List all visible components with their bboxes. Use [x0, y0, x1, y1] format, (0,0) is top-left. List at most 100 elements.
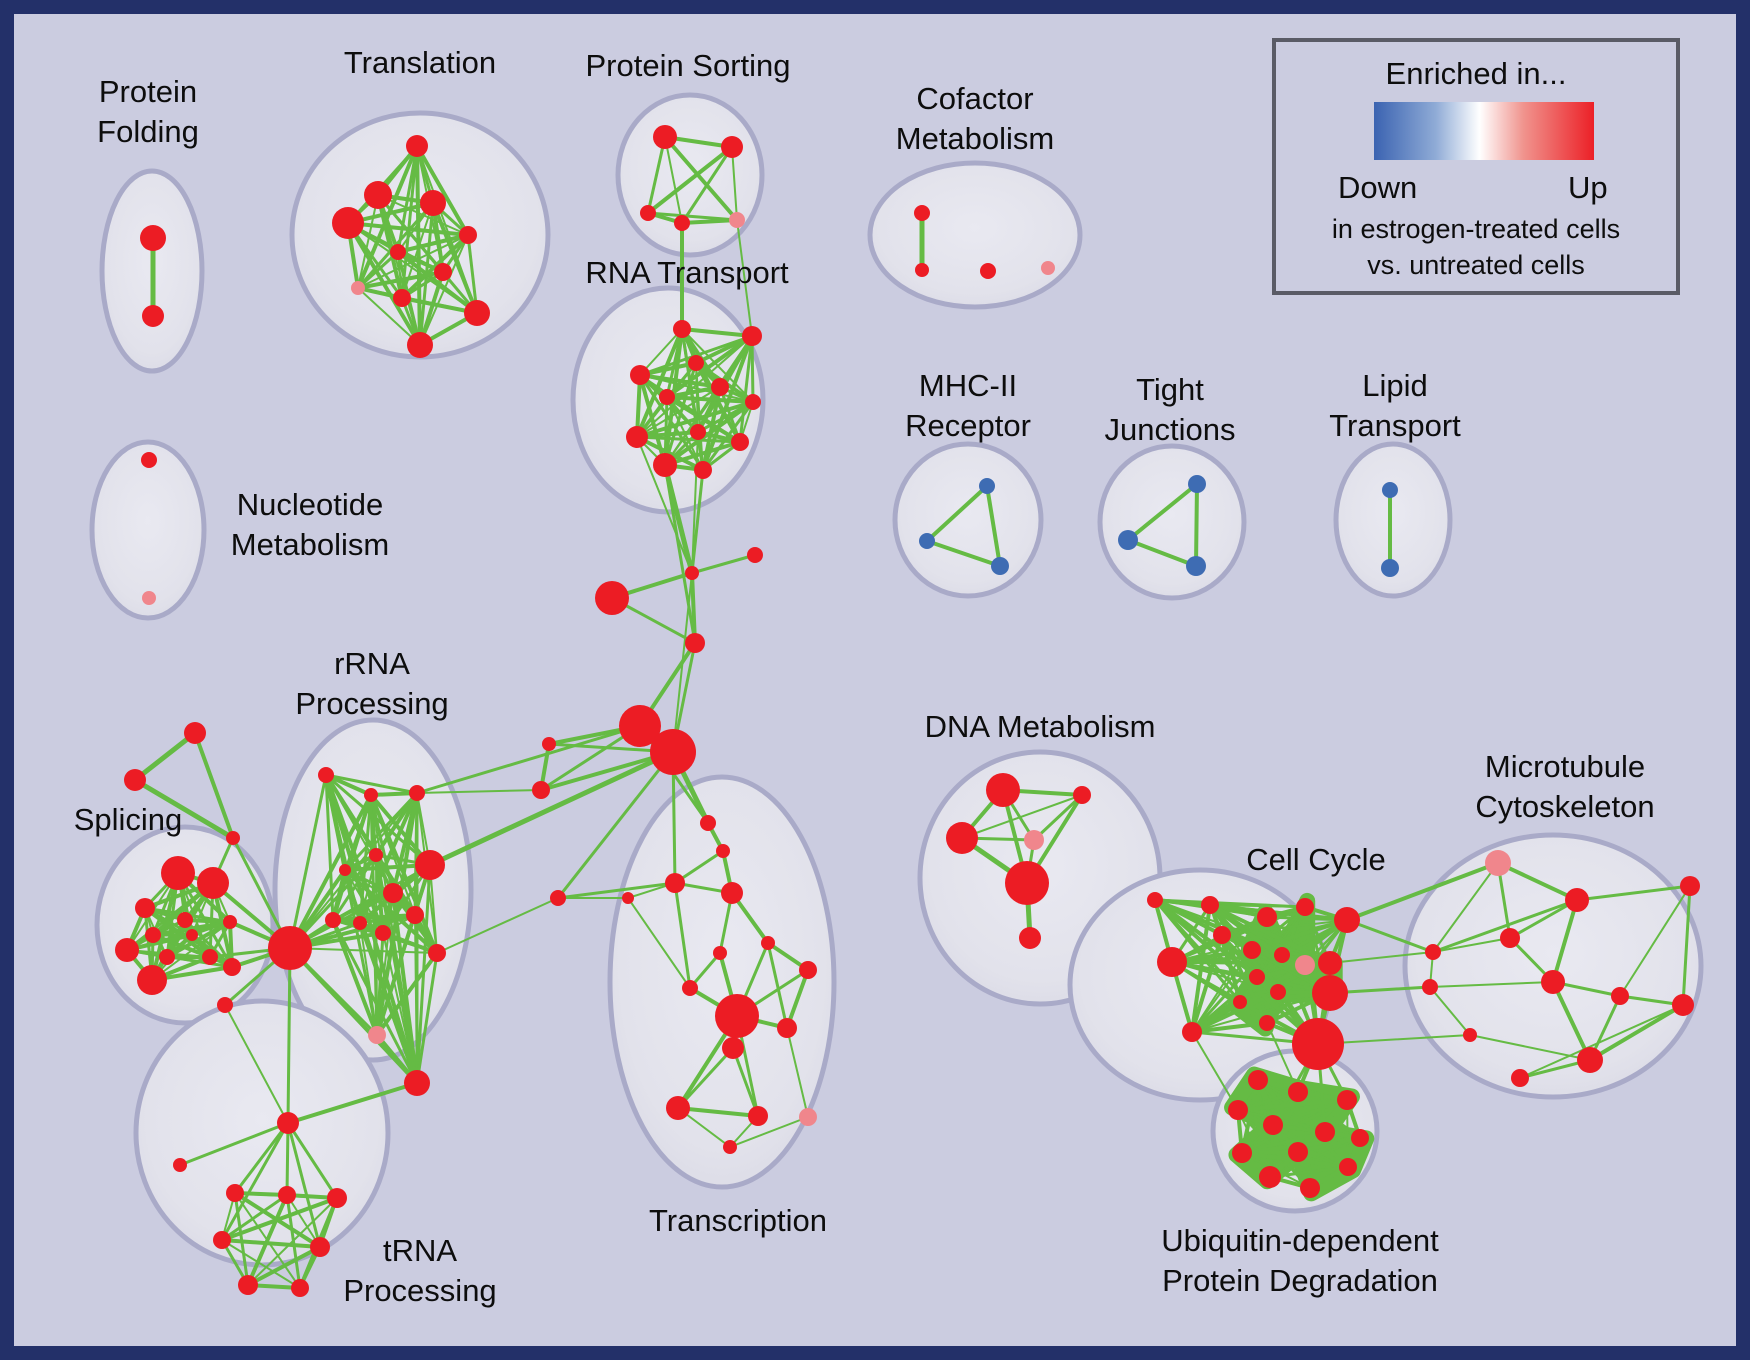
node-trna-8 [291, 1279, 309, 1297]
node-transcription-9 [715, 994, 759, 1038]
node-cellcycle-10 [1312, 975, 1348, 1011]
edge-rrna [343, 868, 379, 1037]
node-protein_sorting-1 [721, 136, 743, 158]
edge-rrna [288, 773, 328, 950]
edge-link-hub-rrna [427, 749, 676, 868]
edge-link-microtubule-cellcycle [1345, 861, 1500, 922]
node-microtubule-2 [1680, 876, 1700, 896]
edge-microtubule [1551, 980, 1592, 1062]
node-cellcycle-8 [1249, 969, 1265, 985]
node-mhc-2 [991, 557, 1009, 575]
legend-up-label: Up [1568, 170, 1608, 205]
node-transcription-2 [665, 873, 685, 893]
node-rrna-5 [415, 850, 445, 880]
node-hub-4 [550, 890, 566, 906]
edge-protein_sorting [664, 136, 683, 224]
node-microtubule-3 [1500, 928, 1520, 948]
node-protein_sorting-4 [729, 212, 745, 228]
node-trna-4 [327, 1188, 347, 1208]
edge-rrna [358, 921, 419, 1085]
node-translation-5 [390, 244, 406, 260]
edge-rrna [375, 951, 439, 1037]
edge-translation [396, 250, 479, 315]
node-cellcycle-9 [1270, 984, 1286, 1000]
node-rrna-13 [404, 1070, 430, 1096]
node-hub-2 [542, 737, 556, 751]
node-splicing-3 [177, 912, 193, 928]
edge-dna [1032, 793, 1084, 842]
node-translation-3 [332, 207, 364, 239]
edge-transcription [766, 941, 789, 1030]
node-cellcycle-4 [1243, 941, 1261, 959]
node-transcription-13 [748, 1106, 768, 1126]
node-splicing-4 [223, 915, 237, 929]
node-transcription-4 [721, 882, 743, 904]
node-protein_folding-1 [142, 305, 164, 327]
node-transcription-0 [700, 815, 716, 831]
node-ubiquitin-5 [1315, 1122, 1335, 1142]
edge-translation [356, 270, 445, 290]
edge-link-hub-rrna [416, 789, 542, 794]
node-protein_sorting-0 [653, 125, 677, 149]
node-hub-3 [532, 781, 550, 799]
cluster-ellipse-transcription [607, 774, 837, 1190]
node-rrna-2 [409, 785, 425, 801]
node-trna-3 [278, 1186, 296, 1204]
edge-trna [178, 1121, 290, 1167]
node-protein_folding-0 [140, 225, 166, 251]
edge-microtubule [1551, 898, 1579, 984]
node-chain-0 [685, 566, 699, 580]
node-ubiquitin-1 [1288, 1082, 1308, 1102]
node-cellcycle-3 [1334, 907, 1360, 933]
node-microtubule-11 [1463, 1028, 1477, 1042]
edge-trna [233, 1121, 290, 1195]
edge-splicing_tri [193, 731, 235, 840]
node-cellcycle-6 [1295, 955, 1315, 975]
cluster-ellipse-mhc [892, 441, 1044, 599]
edge-cellcycle [1208, 903, 1332, 965]
edge-rna_transport [738, 334, 754, 444]
node-chain-2 [595, 581, 629, 615]
edge-cellcycle [1190, 975, 1259, 1034]
node-microtubule-4 [1541, 970, 1565, 994]
node-microtubule-9 [1425, 944, 1441, 960]
edge-protein_sorting [680, 145, 734, 225]
edge-rna_transport [636, 335, 753, 438]
node-lipid-0 [1382, 482, 1398, 498]
legend-down-label: Down [1338, 170, 1418, 205]
node-microtubule-7 [1577, 1047, 1603, 1073]
node-translation-1 [364, 181, 392, 209]
edge-rna_transport [663, 440, 742, 467]
edge-link-rna_transport-chain [690, 468, 705, 575]
edge-translation [431, 201, 479, 315]
node-transcription-7 [682, 980, 698, 996]
edge-transcription [676, 1046, 735, 1110]
edge-rrna [415, 951, 439, 1085]
edge-cellcycle [1153, 898, 1320, 1046]
node-hub-0 [619, 705, 661, 747]
edge-link-hub-rrna [415, 724, 642, 795]
node-rrna-10 [375, 925, 391, 941]
node-translation-9 [464, 300, 490, 326]
edge-microtubule [1432, 862, 1499, 953]
node-dna-1 [1073, 786, 1091, 804]
edge-link-rna_transport-chain [636, 436, 693, 574]
edge-protein_sorting [731, 146, 738, 221]
node-trna-7 [238, 1275, 258, 1295]
edge-rrna [343, 791, 419, 872]
node-nucleotide-0 [141, 452, 157, 468]
node-ubiquitin-11 [1339, 1158, 1357, 1176]
node-rrna-4 [339, 864, 351, 876]
node-splicing-10 [137, 965, 167, 995]
node-splicing-6 [115, 938, 139, 962]
node-transcription-15 [723, 1140, 737, 1154]
edge-link-cellcycle-microtubule [1345, 918, 1435, 954]
node-cellcycle-5 [1274, 947, 1290, 963]
edge-ubiquitin [1236, 1098, 1349, 1112]
edge-translation [415, 144, 470, 237]
node-dna-2 [946, 822, 978, 854]
edge-protein_sorting [680, 218, 739, 225]
